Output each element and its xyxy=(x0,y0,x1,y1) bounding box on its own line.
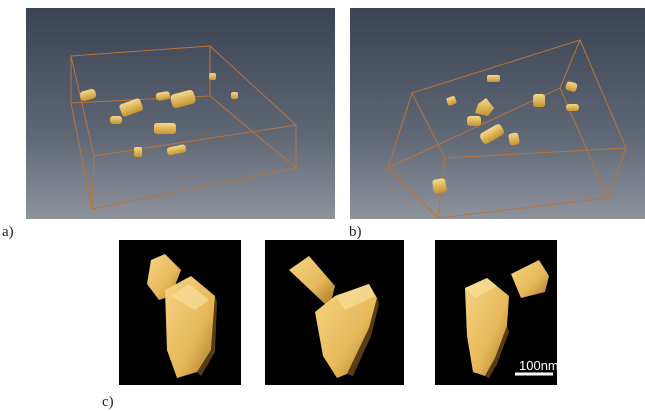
panel-b-tomogram xyxy=(350,8,645,219)
panel-label-b: b) xyxy=(349,224,362,240)
nanoparticles xyxy=(79,73,238,157)
scale-bar-label: 100nm xyxy=(519,358,557,373)
panel-c-view-1 xyxy=(119,240,241,385)
panel-c-view-3: 100nm xyxy=(435,240,557,385)
panel-label-c: c) xyxy=(102,394,114,410)
panel-b-render xyxy=(350,8,645,219)
particle-view-2 xyxy=(265,240,404,385)
panel-c-view-2 xyxy=(265,240,404,385)
panel-a-render xyxy=(26,8,335,219)
nanoparticles xyxy=(432,75,579,194)
panel-label-a: a) xyxy=(2,224,14,240)
particle-view-1 xyxy=(119,240,241,385)
particle-view-3: 100nm xyxy=(435,240,557,385)
panel-a-tomogram xyxy=(26,8,335,219)
scale-bar: 100nm xyxy=(515,358,557,376)
bounding-box xyxy=(387,39,627,219)
